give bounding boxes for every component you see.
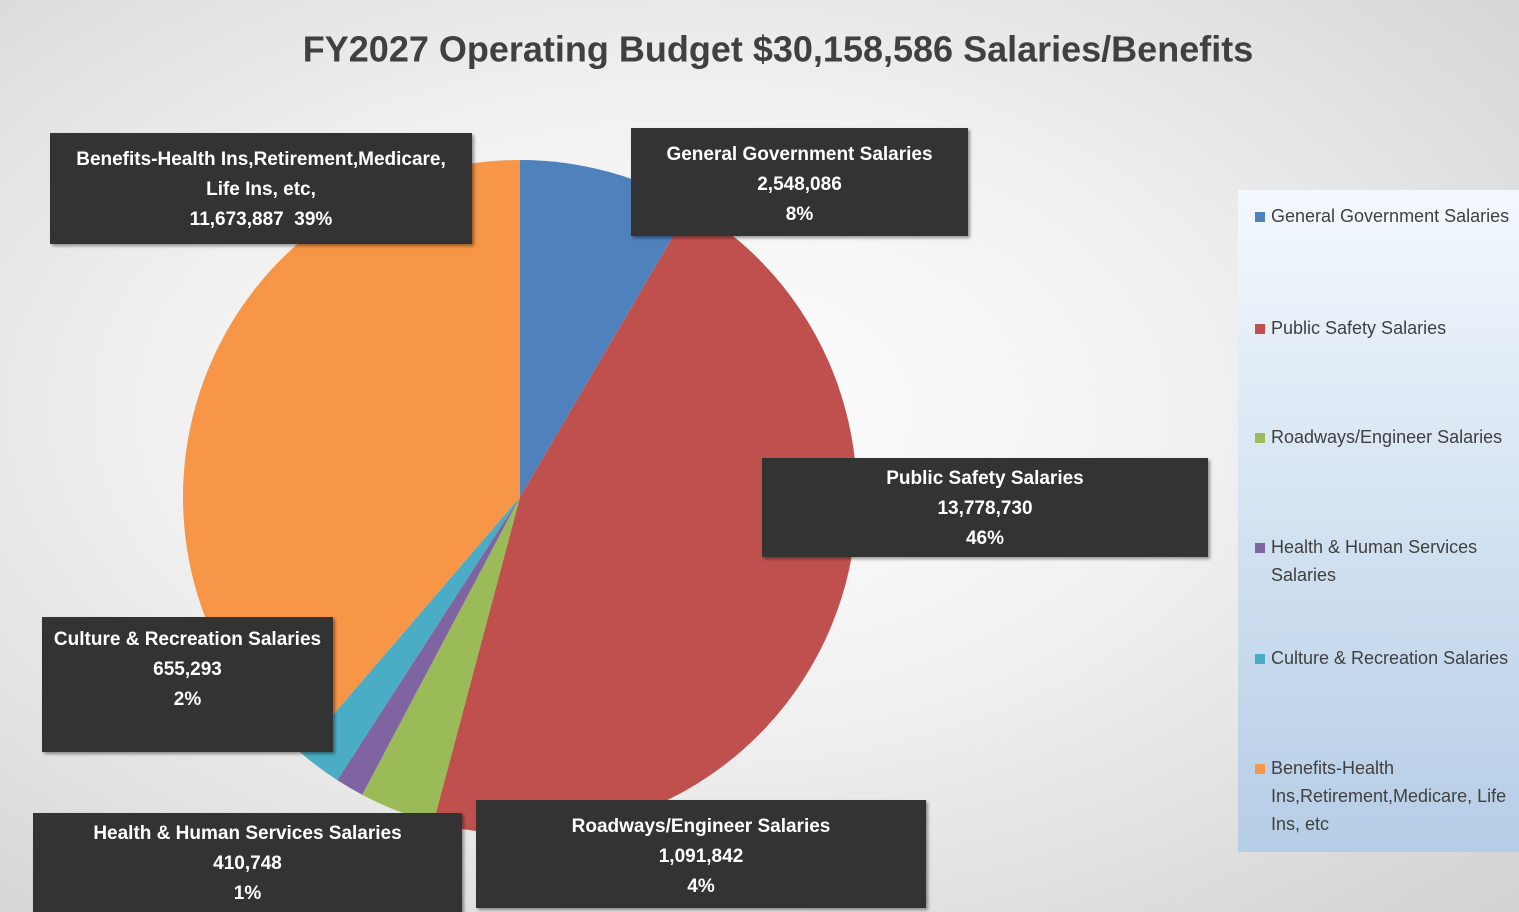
- data-label-percent: 4%: [687, 876, 715, 897]
- data-label-percent: 2%: [173, 689, 202, 710]
- pie-slice: [433, 206, 858, 835]
- data-label: General Government Salaries 2,548,086 8%: [631, 128, 968, 236]
- data-label-name: Culture & Recreation Salaries: [53, 629, 322, 650]
- data-label-name: Public Safety Salaries: [886, 468, 1084, 489]
- data-label-percent: 1%: [233, 883, 262, 904]
- legend-label: Culture & Recreation Salaries: [1271, 648, 1509, 668]
- legend-label: Health & Human Services Salaries: [1271, 537, 1478, 585]
- data-label-name: Roadways/Engineer Salaries: [571, 816, 831, 837]
- legend-swatch: [1255, 324, 1265, 334]
- data-label-percent: 8%: [785, 204, 814, 225]
- data-label-percent: 46%: [965, 528, 1005, 549]
- pie-slice: [300, 497, 520, 781]
- data-label-name: Health & Human Services Salaries: [93, 823, 402, 844]
- pie-slice: [362, 497, 520, 823]
- data-label-value: 655,293: [153, 659, 222, 680]
- legend-swatch: [1255, 543, 1265, 553]
- legend-label: Roadways/Engineer Salaries: [1271, 427, 1503, 447]
- data-label-name: General Government Salaries: [666, 144, 933, 165]
- data-label: Roadways/Engineer Salaries 1,091,842 4%: [476, 800, 926, 908]
- pie-slice: [520, 160, 691, 497]
- data-label: Culture & Recreation Salaries 655,293 2%: [42, 617, 333, 752]
- legend: General Government Salaries Public Safety…: [1238, 190, 1519, 852]
- data-label-value: 11,673,887: [189, 209, 284, 230]
- legend-label: Public Safety Salaries: [1271, 318, 1447, 338]
- data-label: Public Safety Salaries 13,778,730 46%: [762, 458, 1208, 557]
- data-label: Benefits-Health Ins,Retirement,Medicare,…: [50, 133, 472, 244]
- data-label-value: 2,548,086: [757, 174, 842, 195]
- data-label-name: Benefits-Health Ins,Retirement,Medicare,…: [76, 149, 446, 200]
- pie-slice: [337, 497, 520, 795]
- data-label-value: 13,778,730: [937, 498, 1033, 519]
- legend-swatch: [1255, 433, 1265, 443]
- data-label-value: 410,748: [213, 853, 282, 874]
- legend-swatch: [1255, 764, 1265, 774]
- legend-label: General Government Salaries: [1271, 206, 1510, 226]
- data-label-value: 1,091,842: [658, 846, 744, 867]
- pie-slice: [183, 160, 520, 753]
- legend-swatch: [1255, 654, 1265, 664]
- legend-label: Benefits-Health Ins,Retirement,Medicare,…: [1271, 758, 1507, 834]
- data-label-percent: 39%: [294, 209, 333, 230]
- data-label: Health & Human Services Salaries 410,748 1…: [33, 813, 462, 912]
- chart-title: FY2027 Operating Budget $30,158,586 Sala…: [303, 29, 1253, 70]
- legend-swatch: [1255, 212, 1265, 222]
